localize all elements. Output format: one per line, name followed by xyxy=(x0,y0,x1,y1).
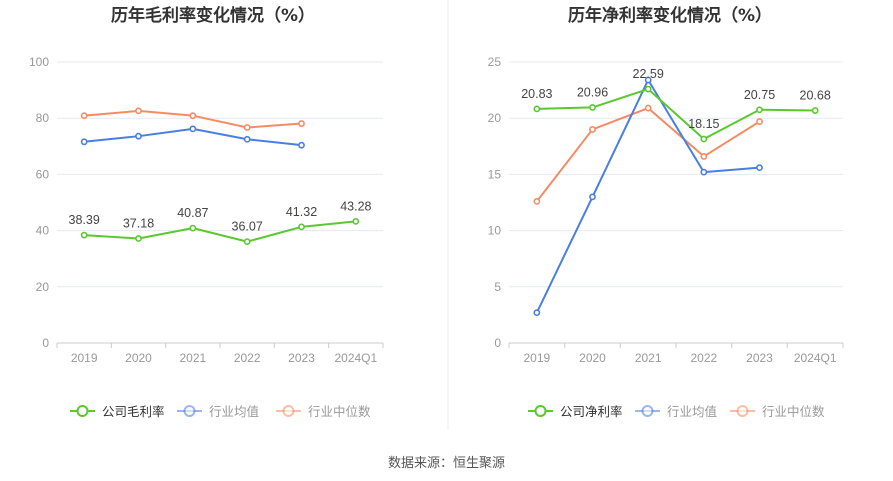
data-point-industry_avg xyxy=(700,168,708,176)
y-tick-label: 10 xyxy=(488,224,502,238)
y-tick-label: 5 xyxy=(494,280,501,294)
legend-label: 行业中位数 xyxy=(308,404,371,419)
data-point-industry_median xyxy=(700,153,708,160)
x-tick-label: 2023 xyxy=(288,351,315,365)
chart-1: 历年毛利率变化情况（%） 0 20 40 60 80 100 2019 2020 2021 2022… xyxy=(29,5,384,419)
legend-marker xyxy=(76,405,89,417)
x-tick-label: 2020 xyxy=(125,351,152,365)
data-point-industry_avg xyxy=(135,132,142,140)
data-point-industry_avg xyxy=(644,76,652,84)
data-point-industry_median xyxy=(135,107,142,115)
data-label: 18.15 xyxy=(688,117,719,131)
chart-title: 历年毛利率变化情况（%） xyxy=(111,5,315,26)
data-point-company xyxy=(644,85,652,93)
data-point-company xyxy=(135,235,142,242)
x-tick-label: 2024Q1 xyxy=(794,351,837,365)
y-tick-label: 15 xyxy=(488,167,502,181)
x-tick-label: 2023 xyxy=(746,351,773,365)
legend-label: 行业均值 xyxy=(209,404,259,419)
legend-item-industry_median: 行业中位数 xyxy=(276,404,371,419)
legend-label: 公司毛利率 xyxy=(102,404,165,419)
data-point-company xyxy=(589,104,596,111)
legend-marker xyxy=(183,405,196,417)
y-tick-label: 20 xyxy=(36,280,50,294)
data-label: 43.28 xyxy=(340,199,371,213)
data-point-industry_median xyxy=(189,112,197,120)
x-tick-label: 2020 xyxy=(579,351,606,365)
legend-item-industry_avg: 行业均值 xyxy=(177,404,259,419)
legend-marker xyxy=(534,405,547,417)
y-tick-label: 0 xyxy=(494,336,501,350)
legend-marker xyxy=(641,405,654,417)
data-point-industry_median xyxy=(533,197,541,205)
data-label: 41.32 xyxy=(286,205,317,219)
data-point-industry_avg xyxy=(756,164,763,172)
series-line-industry_median xyxy=(536,107,761,202)
data-point-industry_avg xyxy=(533,309,541,317)
data-point-industry_median xyxy=(589,126,596,133)
data-point-industry_median xyxy=(80,112,88,120)
data-point-company xyxy=(352,217,360,225)
legend-marker xyxy=(736,405,749,417)
x-tick-label: 2022 xyxy=(690,351,717,365)
x-tick-label: 2021 xyxy=(179,351,206,365)
y-tick-label: 80 xyxy=(36,111,50,125)
data-point-industry_median xyxy=(298,120,305,127)
data-label: 20.68 xyxy=(800,89,831,103)
legend-item-company: 公司净利率 xyxy=(528,404,623,419)
data-label: 20.96 xyxy=(577,85,608,99)
data-point-industry_avg xyxy=(589,193,596,201)
data-point-company xyxy=(533,105,541,113)
legend-label: 行业均值 xyxy=(667,404,717,419)
data-label: 20.75 xyxy=(744,88,775,102)
data-point-industry_avg xyxy=(189,125,197,133)
data-label: 20.83 xyxy=(521,87,552,101)
data-point-industry_median xyxy=(243,124,251,131)
legend-label: 公司净利率 xyxy=(560,404,623,419)
data-point-company xyxy=(243,238,251,246)
y-tick-label: 60 xyxy=(36,167,50,181)
legend-marker xyxy=(282,405,295,417)
series-line-industry_avg xyxy=(535,78,760,314)
data-point-industry_median xyxy=(756,118,763,125)
y-tick-label: 0 xyxy=(42,336,49,350)
x-tick-label: 2024Q1 xyxy=(334,351,377,365)
data-point-company xyxy=(756,106,763,114)
legend-item-company: 公司毛利率 xyxy=(70,404,165,419)
x-tick-label: 2022 xyxy=(234,351,261,365)
series-line-company xyxy=(84,220,356,243)
chart-title: 历年净利率变化情况（%） xyxy=(568,5,772,26)
series-line-company xyxy=(536,88,816,140)
data-point-company xyxy=(298,223,305,231)
y-tick-label: 20 xyxy=(488,111,502,125)
chart-2: 历年净利率变化情况（%） 0 5 10 15 20 25 2019 2020 2021 2022 20… xyxy=(488,5,844,419)
data-point-company xyxy=(811,107,819,114)
data-point-company xyxy=(189,224,197,232)
data-label: 40.87 xyxy=(177,206,208,220)
data-point-industry_median xyxy=(644,104,652,112)
x-tick-label: 2021 xyxy=(635,351,662,365)
x-tick-label: 2019 xyxy=(71,351,98,365)
data-label: 22.59 xyxy=(633,67,664,81)
data-point-industry_avg xyxy=(80,138,88,146)
data-point-industry_avg xyxy=(243,135,251,143)
data-point-company xyxy=(700,135,708,143)
data-point-company xyxy=(80,231,88,239)
legend-label: 行业中位数 xyxy=(762,404,825,419)
y-tick-label: 100 xyxy=(29,55,49,69)
data-point-industry_avg xyxy=(298,141,305,149)
y-tick-label: 40 xyxy=(36,224,50,238)
x-tick-label: 2019 xyxy=(523,351,550,365)
legend-item-industry_median: 行业中位数 xyxy=(730,404,825,419)
data-label: 36.07 xyxy=(232,220,263,234)
data-label: 38.39 xyxy=(69,213,100,227)
data-label: 37.18 xyxy=(123,217,154,231)
y-tick-label: 25 xyxy=(488,55,502,69)
legend-item-industry_avg: 行业均值 xyxy=(635,404,717,419)
source-note: 数据来源：恒生聚源 xyxy=(387,456,505,471)
